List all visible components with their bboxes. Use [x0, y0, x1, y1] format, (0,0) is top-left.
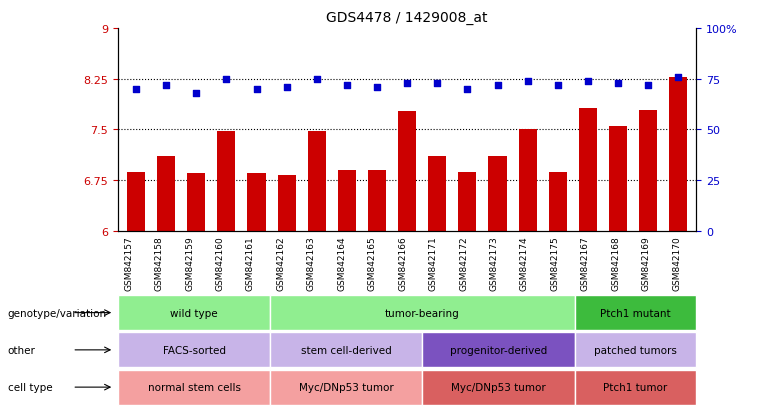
Bar — [609, 127, 627, 231]
Point — [341, 82, 353, 89]
Bar — [247, 174, 266, 231]
Text: GSM842166: GSM842166 — [398, 235, 407, 290]
Point — [281, 84, 293, 91]
Text: GSM842175: GSM842175 — [550, 235, 559, 290]
Text: GSM842167: GSM842167 — [581, 235, 590, 290]
Text: GSM842170: GSM842170 — [672, 235, 681, 290]
Text: GSM842165: GSM842165 — [368, 235, 377, 290]
Point — [672, 74, 684, 81]
Text: FACS-sorted: FACS-sorted — [163, 345, 225, 355]
Bar — [549, 173, 567, 231]
Bar — [187, 174, 205, 231]
Point — [130, 86, 142, 93]
Bar — [518, 130, 537, 231]
Bar — [398, 112, 416, 231]
Point — [250, 86, 263, 93]
Bar — [579, 109, 597, 231]
Text: GSM842162: GSM842162 — [276, 235, 285, 290]
Point — [521, 78, 533, 85]
Text: Myc/DNp53 tumor: Myc/DNp53 tumor — [299, 382, 393, 392]
Text: Myc/DNp53 tumor: Myc/DNp53 tumor — [451, 382, 546, 392]
Bar — [489, 157, 507, 231]
Point — [461, 86, 473, 93]
Text: GSM842158: GSM842158 — [154, 235, 164, 290]
Text: GSM842160: GSM842160 — [215, 235, 224, 290]
Bar — [218, 132, 235, 231]
Text: GSM842163: GSM842163 — [307, 235, 316, 290]
Text: GSM842172: GSM842172 — [459, 235, 468, 290]
Text: GSM842171: GSM842171 — [428, 235, 438, 290]
Text: GSM842173: GSM842173 — [489, 235, 498, 290]
Point — [401, 80, 413, 87]
Text: patched tumors: patched tumors — [594, 345, 677, 355]
Bar — [428, 157, 446, 231]
Bar — [639, 111, 658, 231]
Text: GSM842169: GSM842169 — [642, 235, 651, 290]
Point — [581, 78, 594, 85]
Point — [552, 82, 564, 89]
Bar — [458, 173, 476, 231]
Text: other: other — [8, 345, 36, 355]
Point — [492, 82, 504, 89]
Point — [190, 90, 202, 97]
Point — [371, 84, 383, 91]
Text: Ptch1 tumor: Ptch1 tumor — [603, 382, 667, 392]
Point — [160, 82, 172, 89]
Bar — [157, 157, 175, 231]
Text: normal stem cells: normal stem cells — [148, 382, 240, 392]
Point — [221, 76, 233, 83]
Bar — [338, 171, 356, 231]
Text: GSM842159: GSM842159 — [185, 235, 194, 290]
Text: tumor-bearing: tumor-bearing — [385, 308, 460, 318]
Text: GSM842174: GSM842174 — [520, 235, 529, 290]
Point — [612, 80, 624, 87]
Title: GDS4478 / 1429008_at: GDS4478 / 1429008_at — [326, 11, 488, 25]
Text: Ptch1 mutant: Ptch1 mutant — [600, 308, 670, 318]
Point — [310, 76, 323, 83]
Text: wild type: wild type — [170, 308, 218, 318]
Bar — [127, 173, 145, 231]
Text: GSM842157: GSM842157 — [124, 235, 133, 290]
Bar — [669, 78, 687, 231]
Point — [431, 80, 444, 87]
Text: GSM842168: GSM842168 — [611, 235, 620, 290]
Text: progenitor-derived: progenitor-derived — [450, 345, 547, 355]
Bar — [307, 132, 326, 231]
Bar — [368, 171, 386, 231]
Text: cell type: cell type — [8, 382, 53, 392]
Bar — [278, 175, 296, 231]
Point — [642, 82, 654, 89]
Text: GSM842164: GSM842164 — [337, 235, 346, 290]
Text: GSM842161: GSM842161 — [246, 235, 255, 290]
Text: stem cell-derived: stem cell-derived — [301, 345, 392, 355]
Text: genotype/variation: genotype/variation — [8, 308, 107, 318]
